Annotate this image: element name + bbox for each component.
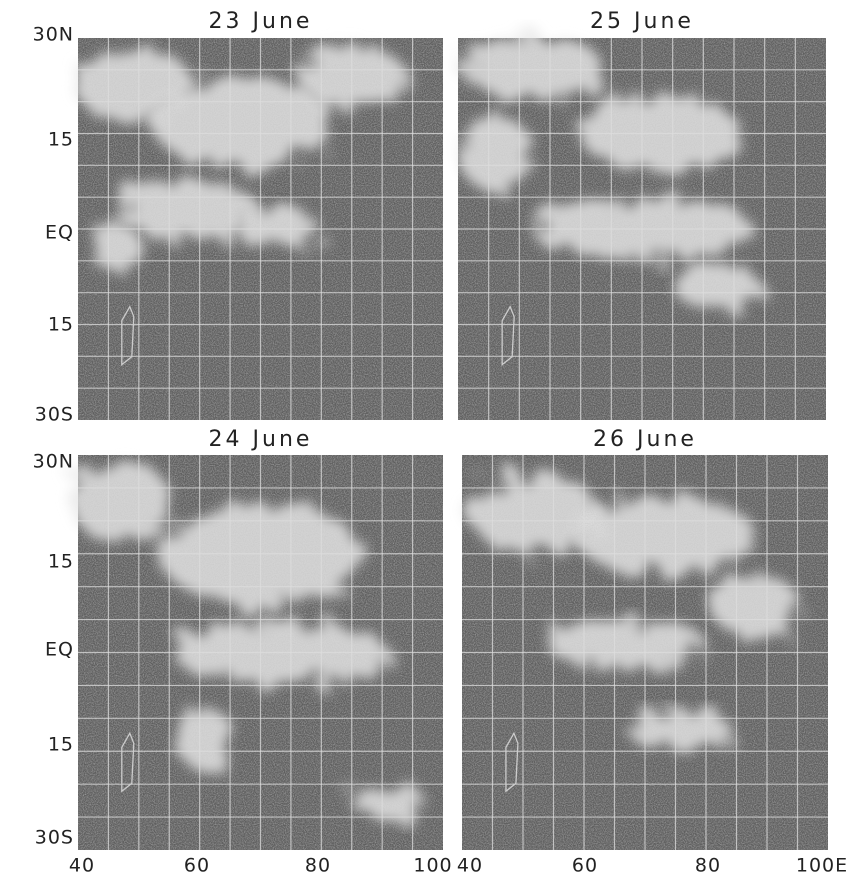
- madagascar-outline: [121, 731, 135, 793]
- latitude-label: 15: [48, 314, 74, 336]
- latitude-label: EQ: [45, 639, 74, 661]
- latitude-label: 30N: [33, 451, 74, 473]
- longitude-label: 100E: [796, 855, 848, 877]
- madagascar-outline: [505, 731, 519, 793]
- latitude-label: 15: [48, 551, 74, 573]
- longitude-label: 80: [305, 855, 331, 877]
- satellite-panel: [74, 38, 443, 420]
- panel-title: 23 June: [209, 9, 313, 34]
- latitude-label: EQ: [45, 222, 74, 244]
- latitude-label: 30N: [33, 24, 74, 46]
- longitude-label: 60: [572, 855, 598, 877]
- panel-title: 26 June: [593, 427, 697, 452]
- panel-title: 24 June: [209, 427, 313, 452]
- panel-title: 25 June: [590, 9, 694, 34]
- satellite-panel: [457, 38, 826, 420]
- longitude-label: 40: [457, 855, 483, 877]
- latitude-label: 15: [48, 129, 74, 151]
- longitude-label: 100: [413, 855, 452, 877]
- latitude-label: 30S: [35, 827, 74, 849]
- satellite-panel: [462, 455, 828, 850]
- latitude-label: 30S: [35, 404, 74, 426]
- longitude-label: 80: [695, 855, 721, 877]
- latitude-label: 15: [48, 734, 74, 756]
- madagascar-outline: [501, 305, 515, 367]
- satellite-panel: [70, 455, 443, 850]
- longitude-label: 60: [184, 855, 210, 877]
- madagascar-outline: [121, 305, 135, 367]
- longitude-label: 40: [69, 855, 95, 877]
